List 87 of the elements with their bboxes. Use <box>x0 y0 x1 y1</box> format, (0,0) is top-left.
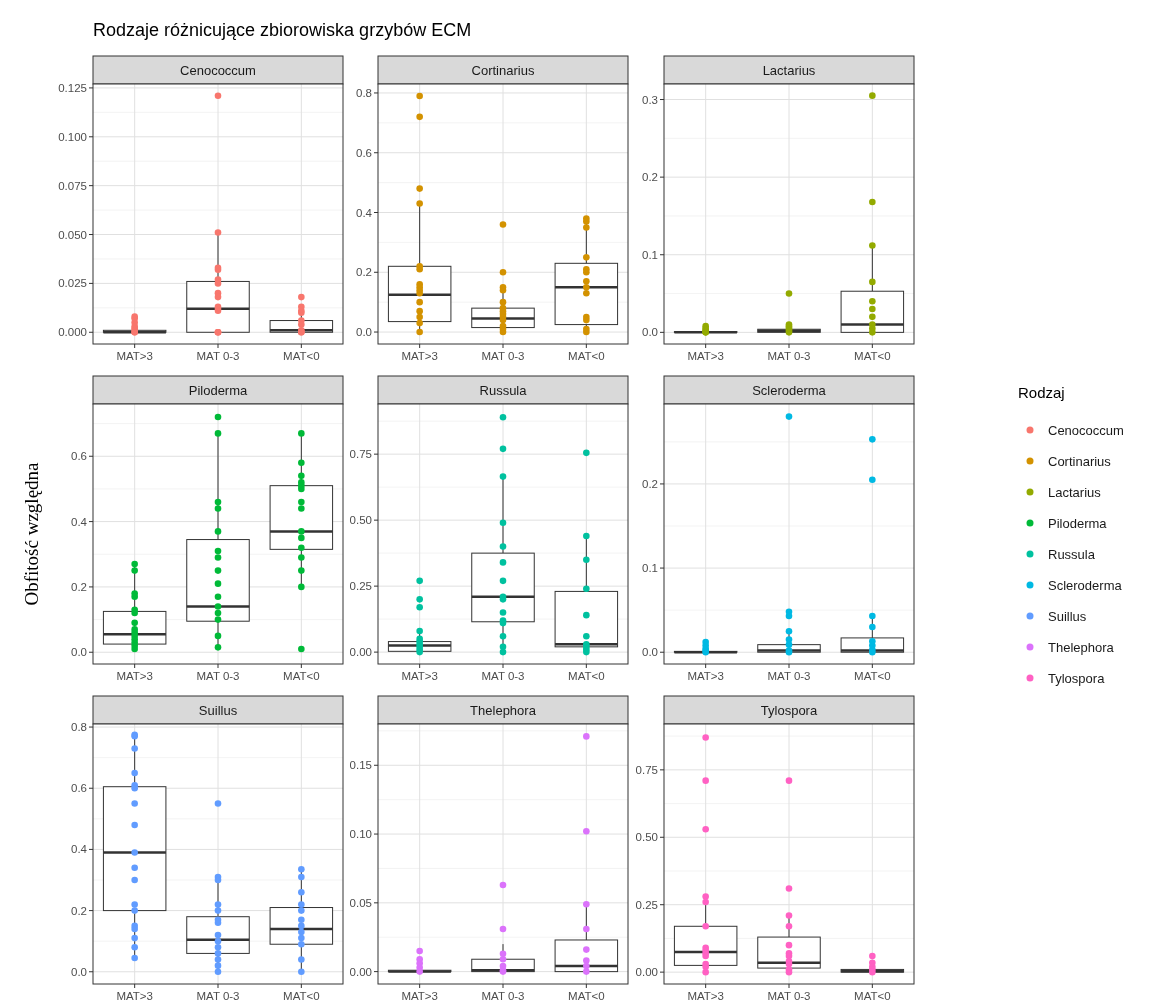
y-tick-label: 0.6 <box>356 146 372 159</box>
legend-label: Russula <box>1048 547 1096 562</box>
y-tick-label: 0.0 <box>356 326 372 339</box>
chart-title: Lactarius <box>762 63 816 78</box>
x-tick-label: MAT 0-3 <box>196 350 240 362</box>
x-tick-label: MAT<0 <box>283 350 320 362</box>
x-tick-label: MAT 0-3 <box>481 990 525 1000</box>
y-tick-label: 0.4 <box>71 843 88 856</box>
y-tick-label: 0.00 <box>349 646 372 659</box>
legend-title: Rodzaj <box>1018 384 1065 401</box>
chart-title: Piloderma <box>188 383 249 398</box>
text: Rodzaje różnicujące zbiorowiska grzybów ECM <box>93 20 472 40</box>
chart-title: Russula <box>479 383 528 398</box>
y-tick-label: 0.00 <box>349 965 372 978</box>
x-tick-label: MAT>3 <box>687 350 724 362</box>
legend-label: Piloderma <box>1048 516 1108 531</box>
y-tick-label: 0.6 <box>71 782 87 795</box>
y-tick-label: 0.0 <box>71 646 87 659</box>
x-tick-label: MAT>3 <box>401 670 438 682</box>
x-tick-label: MAT>3 <box>116 670 153 682</box>
x-tick-label: MAT 0-3 <box>767 350 811 362</box>
y-tick-label: 0.2 <box>356 266 372 279</box>
y-tick-label: 0.0 <box>71 965 87 978</box>
y-tick-label: 0.25 <box>635 898 658 911</box>
chart-title: Cenococcum <box>180 63 256 78</box>
y-axis-title: Obfitość względna <box>21 461 42 606</box>
y-tick-label: 0.4 <box>356 206 373 219</box>
y-tick-label: 0.8 <box>356 86 372 99</box>
y-tick-label: 0.00 <box>635 966 658 979</box>
y-tick-label: 0.2 <box>71 904 87 917</box>
y-tick-label: 0.50 <box>635 831 658 844</box>
y-tick-label: 0.0 <box>642 326 658 339</box>
x-tick-label: MAT>3 <box>687 990 724 1000</box>
chart-title: Scleroderma <box>752 383 827 398</box>
legend-label: Suillus <box>1048 609 1087 624</box>
x-tick-label: MAT>3 <box>116 990 153 1000</box>
legend-label: Scleroderma <box>1048 578 1123 593</box>
x-tick-label: MAT>3 <box>687 670 724 682</box>
y-tick-label: 0.75 <box>349 448 372 461</box>
y-tick-label: 0.100 <box>58 130 87 143</box>
y-tick-label: 0.2 <box>71 580 87 593</box>
chart-title: Tylospora <box>760 703 818 718</box>
y-tick-label: 0.25 <box>349 580 372 593</box>
x-tick-label: MAT<0 <box>854 670 891 682</box>
y-tick-label: 0.1 <box>642 562 658 575</box>
x-tick-label: MAT 0-3 <box>767 670 811 682</box>
y-tick-label: 0.75 <box>635 763 658 776</box>
x-tick-label: MAT>3 <box>401 990 438 1000</box>
y-tick-label: 0.125 <box>58 81 87 94</box>
y-tick-label: 0.8 <box>71 721 87 734</box>
y-tick-label: 0.2 <box>642 477 658 490</box>
legend-label: Cenococcum <box>1048 423 1124 438</box>
x-tick-label: MAT 0-3 <box>767 990 811 1000</box>
legend-label: Thelephora <box>1048 640 1115 655</box>
x-tick-label: MAT>3 <box>401 350 438 362</box>
y-tick-label: 0.1 <box>642 248 658 261</box>
y-tick-label: 0.10 <box>349 828 372 841</box>
x-tick-label: MAT<0 <box>854 350 891 362</box>
chart-title: Thelephora <box>470 703 537 718</box>
y-tick-label: 0.4 <box>71 515 88 528</box>
y-tick-label: 0.15 <box>349 759 372 772</box>
y-tick-label: 0.50 <box>349 514 372 527</box>
x-tick-label: MAT<0 <box>854 990 891 1000</box>
y-tick-label: 0.050 <box>58 228 87 241</box>
y-tick-label: 0.025 <box>58 277 87 290</box>
x-tick-label: MAT<0 <box>568 670 605 682</box>
y-tick-label: 0.075 <box>58 179 87 192</box>
y-tick-label: 0.05 <box>349 896 372 909</box>
x-tick-label: MAT 0-3 <box>481 350 525 362</box>
x-tick-label: MAT<0 <box>568 990 605 1000</box>
chart-title: Suillus <box>198 703 238 718</box>
x-tick-label: MAT<0 <box>283 990 320 1000</box>
x-tick-label: MAT<0 <box>568 350 605 362</box>
legend-label: Tylospora <box>1048 671 1106 686</box>
y-tick-label: 0.3 <box>642 93 658 106</box>
legend-label: Lactarius <box>1048 485 1102 500</box>
x-tick-label: MAT 0-3 <box>196 670 240 682</box>
x-tick-label: MAT 0-3 <box>481 670 525 682</box>
y-tick-label: 0.6 <box>71 450 87 463</box>
legend-label: Cortinarius <box>1048 454 1112 469</box>
y-tick-label: 0.0 <box>642 646 658 659</box>
x-tick-label: MAT<0 <box>283 670 320 682</box>
y-tick-label: 0.2 <box>642 171 658 184</box>
y-tick-label: 0.000 <box>58 326 87 339</box>
x-tick-label: MAT 0-3 <box>196 990 240 1000</box>
x-tick-label: MAT>3 <box>116 350 153 362</box>
chart-title: Cortinarius <box>471 63 535 78</box>
